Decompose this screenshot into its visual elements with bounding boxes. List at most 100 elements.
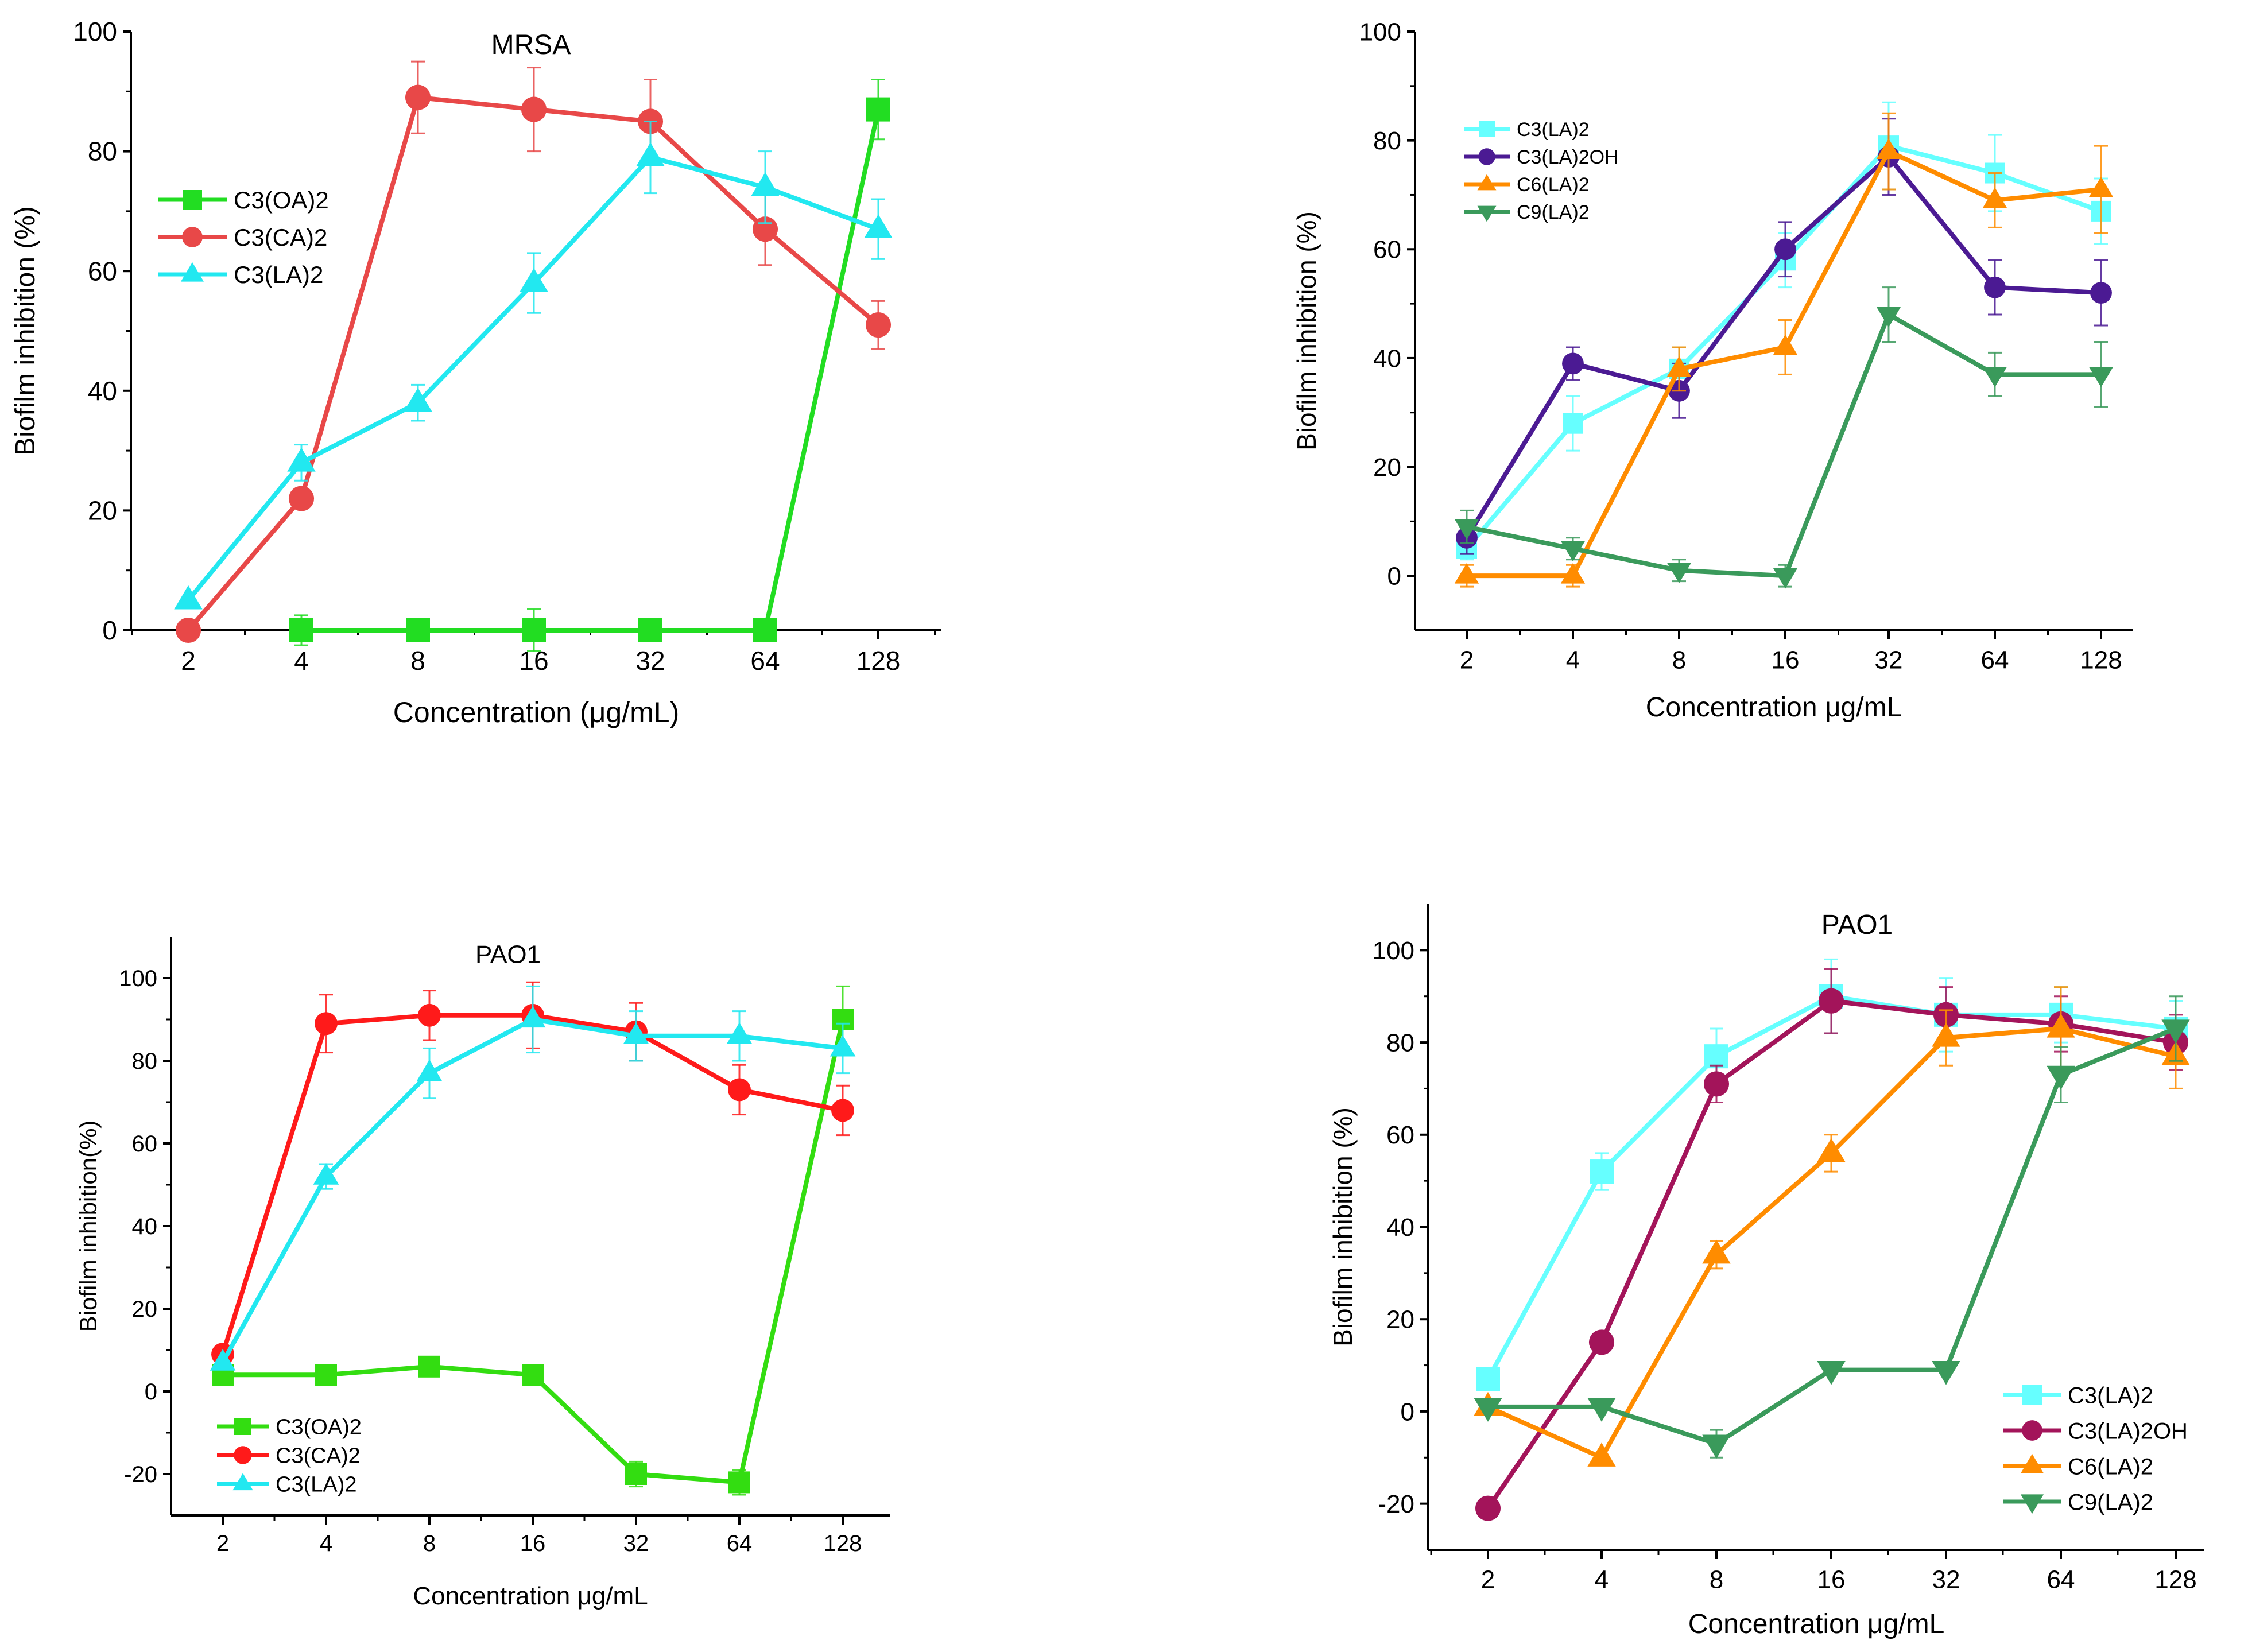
legend-item: C3(LA)2 xyxy=(158,261,323,288)
data-point xyxy=(865,312,892,338)
legend-marker xyxy=(2020,1494,2044,1514)
y-tick-label: -20 xyxy=(124,1462,157,1487)
data-point xyxy=(1590,1159,1614,1184)
data-point xyxy=(636,142,665,166)
x-tick-label: 128 xyxy=(824,1531,862,1556)
x-axis-label: Concentration μg/mL xyxy=(1646,692,1902,723)
data-point xyxy=(1982,366,2007,387)
x-axis-label: Concentration μg/mL xyxy=(1688,1609,1945,1639)
x-tick-label: 64 xyxy=(1981,646,2009,674)
x-tick-label: 128 xyxy=(2154,1566,2196,1594)
legend-item: C3(CA)2 xyxy=(158,224,327,251)
legend-marker xyxy=(1477,174,1497,191)
legend-label: C3(LA)2OH xyxy=(2068,1418,2188,1444)
data-point xyxy=(1454,563,1479,584)
y-tick-label: -20 xyxy=(1378,1490,1414,1518)
data-point xyxy=(418,1355,440,1378)
data-point xyxy=(1454,519,1479,540)
data-point xyxy=(1876,307,1901,328)
data-point xyxy=(288,486,315,511)
data-point xyxy=(2088,176,2114,197)
legend-marker xyxy=(2022,1420,2042,1441)
data-point xyxy=(210,1349,236,1371)
y-tick-label: 20 xyxy=(1373,453,1401,482)
y-tick-label: 40 xyxy=(1386,1213,1414,1242)
data-point xyxy=(1475,1495,1501,1521)
x-tick-label: 64 xyxy=(727,1531,753,1556)
data-point xyxy=(174,585,203,610)
data-point xyxy=(751,172,780,196)
legend-label: C6(LA)2 xyxy=(2068,1454,2153,1479)
data-point xyxy=(1932,1360,1960,1385)
series-C3(LA)2 xyxy=(1456,101,2111,561)
y-tick-label: 100 xyxy=(1373,937,1414,965)
data-point xyxy=(864,214,893,238)
legend-label: C3(LA)2 xyxy=(234,261,323,288)
legend-item: C3(LA)2 xyxy=(2003,1383,2153,1408)
series-C3(OA)2 xyxy=(289,78,890,653)
series-line xyxy=(220,1013,843,1355)
y-tick-label: 40 xyxy=(88,376,117,406)
data-point xyxy=(522,1364,544,1386)
y-tick-label: 0 xyxy=(145,1379,157,1405)
series-line xyxy=(301,108,881,633)
data-point xyxy=(416,1060,443,1081)
x-tick-label: 64 xyxy=(2047,1566,2075,1594)
data-point xyxy=(2047,1065,2075,1090)
data-point xyxy=(1702,1239,1731,1264)
data-point xyxy=(1474,1398,1502,1422)
data-point xyxy=(1702,1434,1731,1459)
y-tick-label: 60 xyxy=(88,256,117,286)
legend-label: C3(LA)2 xyxy=(276,1473,357,1497)
chart-title: MRSA xyxy=(491,30,571,60)
y-tick-label: 60 xyxy=(1386,1121,1414,1149)
data-point xyxy=(1773,334,1798,355)
x-tick-label: 4 xyxy=(320,1531,332,1556)
y-tick-label: 0 xyxy=(1401,1398,1414,1426)
data-point xyxy=(520,268,548,292)
x-tick-label: 32 xyxy=(1875,646,1903,674)
data-point xyxy=(1560,541,1586,562)
data-point xyxy=(522,618,546,642)
x-tick-label: 2 xyxy=(1460,646,1474,674)
legend-label: C3(CA)2 xyxy=(276,1444,361,1468)
series-line xyxy=(186,95,880,632)
data-point xyxy=(406,618,430,642)
data-point xyxy=(1588,1329,1615,1355)
x-tick-label: 32 xyxy=(623,1531,649,1556)
data-point xyxy=(405,84,431,110)
y-tick-label: 40 xyxy=(132,1214,158,1239)
legend-item: C3(LA)2OH xyxy=(1464,146,1619,168)
x-tick-label: 4 xyxy=(1595,1566,1609,1594)
y-tick-label: 60 xyxy=(1373,236,1401,264)
series-C9(LA)2 xyxy=(1454,286,2114,589)
legend-marker xyxy=(182,227,203,247)
y-tick-label: 80 xyxy=(88,137,117,166)
data-point xyxy=(1666,563,1692,584)
data-point xyxy=(287,447,316,472)
y-axis-label: Biofilm inhibition (%) xyxy=(10,206,41,456)
data-point xyxy=(2088,366,2114,387)
data-point xyxy=(315,1012,338,1036)
data-point xyxy=(313,1163,339,1185)
data-point xyxy=(1587,1398,1616,1422)
legend-marker xyxy=(1479,121,1495,137)
y-axis-label: Biofilm inhibition (%) xyxy=(1328,1107,1358,1347)
legend-label: C3(OA)2 xyxy=(234,187,329,214)
chart-panel-p3: -20 0 20 40 60 80 100 2 4 8 16 32 64 128 PAO1 Concentra… xyxy=(75,937,890,1610)
data-point xyxy=(2161,1019,2190,1044)
y-axis-label: Biofilm inhibition (%) xyxy=(1292,211,1321,451)
y-tick-label: 80 xyxy=(1373,127,1401,155)
data-point xyxy=(1666,356,1692,377)
legend-marker xyxy=(183,190,202,210)
y-tick-label: 80 xyxy=(132,1049,158,1074)
x-tick-label: 2 xyxy=(181,646,196,676)
data-point xyxy=(521,96,547,122)
y-tick-label: 80 xyxy=(1386,1029,1414,1057)
legend-marker xyxy=(1478,148,1495,165)
legend-marker xyxy=(2022,1385,2042,1405)
x-tick-label: 8 xyxy=(1710,1566,1723,1594)
legend-label: C9(LA)2 xyxy=(1517,201,1590,223)
